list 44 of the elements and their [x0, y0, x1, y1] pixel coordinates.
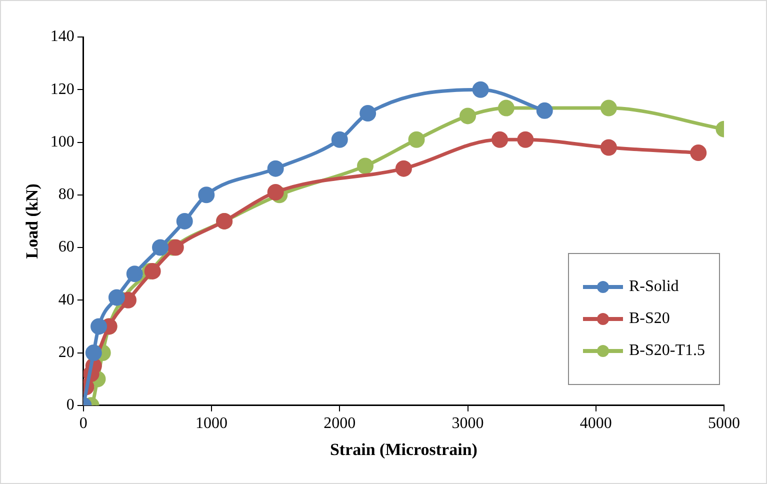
y-tick-label: 20 [58, 344, 74, 361]
y-axis-title: Load (kN) [22, 184, 42, 259]
point [357, 158, 374, 174]
x-tick-label: 0 [79, 415, 88, 432]
x-tick-label: 1000 [196, 415, 228, 432]
x-axis-title: Strain (Microstrain) [330, 440, 478, 460]
x-tick-label: 4000 [580, 415, 612, 432]
point [690, 144, 707, 162]
point [460, 108, 476, 124]
point [517, 131, 534, 148]
point [600, 139, 617, 156]
point [331, 131, 348, 148]
point [167, 239, 184, 256]
y-tick-label: 120 [50, 80, 74, 98]
x-tick-label: 2000 [324, 415, 356, 432]
point [126, 266, 143, 282]
point [152, 239, 169, 256]
point [472, 81, 489, 98]
point [267, 160, 284, 177]
point [492, 131, 508, 148]
point [144, 262, 161, 280]
x-tick-label: 3000 [452, 415, 484, 432]
y-tick-label: 40 [58, 291, 74, 308]
point [90, 318, 108, 335]
point [600, 100, 617, 116]
y-tick-label: 80 [58, 186, 74, 204]
point [108, 289, 125, 306]
point [498, 100, 514, 116]
y-tick-label: 0 [66, 396, 74, 414]
point [395, 160, 412, 177]
y-tick-label: 140 [50, 28, 74, 46]
x-tick-label: 5000 [708, 415, 740, 432]
point [267, 184, 284, 201]
y-tick-label: 100 [50, 133, 74, 150]
legend-label: B-S20 [629, 310, 670, 328]
point [360, 105, 376, 122]
legend-label: B-S20-T1.5 [629, 342, 705, 360]
point [176, 212, 193, 230]
legend-label: R-Solid [629, 278, 679, 296]
point [408, 131, 425, 148]
point [198, 186, 215, 204]
point [536, 102, 553, 119]
point [85, 344, 102, 362]
y-tick-label: 60 [58, 238, 74, 256]
